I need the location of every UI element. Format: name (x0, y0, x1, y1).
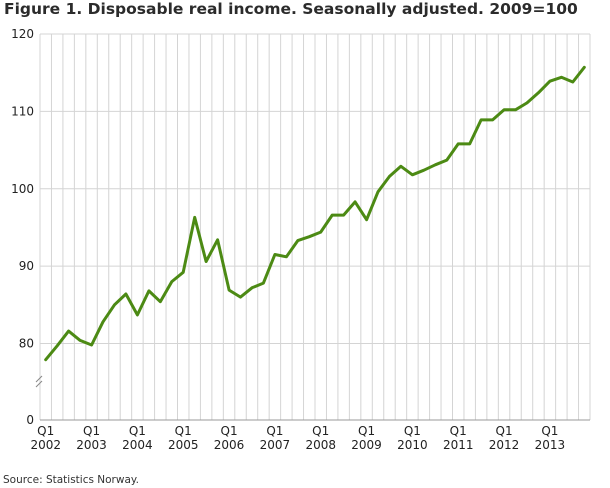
x-tick-quarter-label: Q1 (404, 424, 421, 438)
data-point (101, 320, 105, 324)
x-tick-year-label: 2011 (443, 438, 474, 452)
data-point (479, 118, 483, 122)
x-tick-quarter-label: Q1 (37, 424, 54, 438)
series-line (44, 65, 586, 362)
data-point (411, 173, 414, 177)
x-tick-year-label: 2005 (168, 438, 199, 452)
y-tick-label: 120 (11, 27, 34, 41)
x-tick-year-label: 2010 (397, 438, 428, 452)
axes (35, 375, 590, 421)
data-point (342, 213, 345, 217)
x-tick-quarter-label: Q1 (358, 424, 375, 438)
x-tick-year-label: 2003 (76, 438, 107, 452)
data-point (537, 91, 540, 95)
y-tick-label: 80 (19, 337, 34, 351)
data-point (67, 329, 70, 333)
data-point (113, 303, 116, 307)
x-tick-quarter-label: Q1 (129, 424, 146, 438)
y-tick-labels: 0 80 90 100 110 120 (11, 27, 34, 427)
data-point (468, 142, 471, 146)
x-tick-quarter-label: Q1 (496, 424, 513, 438)
y-tick-label: 100 (11, 182, 34, 196)
data-point (376, 190, 380, 194)
horizontal-gridlines (40, 33, 590, 344)
data-point (216, 238, 219, 242)
data-point (365, 218, 368, 221)
x-tick-year-label: 2013 (535, 438, 566, 452)
x-tick-year-label: 2007 (260, 438, 291, 452)
data-point (285, 255, 288, 259)
data-point (193, 216, 196, 219)
x-tick-year-label: 2002 (30, 438, 61, 452)
x-tick-year-label: 2012 (489, 438, 520, 452)
x-tick-quarter-label: Q1 (450, 424, 467, 438)
data-point (78, 339, 82, 342)
data-point (147, 289, 151, 293)
data-point (525, 101, 529, 105)
data-point (227, 288, 231, 292)
x-tick-year-label: 2004 (122, 438, 153, 452)
data-point (159, 300, 162, 303)
data-point (308, 235, 311, 238)
source-note: Source: Statistics Norway. (3, 474, 139, 486)
x-tick-quarter-label: Q1 (221, 424, 238, 438)
x-tick-quarter-label: Q1 (175, 424, 192, 438)
x-tick-year-label: 2006 (214, 438, 245, 452)
data-point (502, 108, 506, 112)
data-point (422, 168, 426, 172)
vertical-gridlines (39, 34, 591, 420)
data-point (457, 142, 460, 146)
x-tick-quarter-label: Q1 (266, 424, 283, 438)
axis-break-mark (35, 375, 43, 388)
data-point (434, 163, 437, 166)
data-point (204, 260, 208, 263)
data-point (491, 118, 494, 122)
chart-title: Figure 1. Disposable real income. Season… (4, 0, 578, 18)
data-point (388, 175, 391, 178)
y-tick-label: 0 (26, 413, 34, 427)
x-tick-year-label: 2009 (351, 438, 382, 452)
x-tick-quarter-label: Q1 (312, 424, 329, 438)
data-point (55, 344, 59, 348)
data-point (273, 253, 277, 256)
data-point (44, 358, 47, 361)
data-point (353, 200, 357, 204)
data-point (548, 79, 552, 83)
data-point (239, 295, 242, 299)
x-tick-quarter-label: Q1 (83, 424, 100, 438)
data-point (182, 271, 185, 274)
data-point (319, 230, 322, 234)
x-tick-year-label: 2008 (305, 438, 336, 452)
data-point (330, 213, 334, 217)
data-point (296, 239, 300, 242)
data-point (399, 165, 403, 168)
data-point (262, 281, 265, 285)
series-disposable-real-income (44, 65, 586, 362)
y-tick-label: 90 (19, 259, 34, 273)
data-point (90, 343, 93, 347)
data-point (583, 66, 586, 69)
data-point (136, 313, 139, 317)
data-point (560, 76, 563, 79)
data-point (250, 286, 254, 289)
y-tick-label: 110 (11, 104, 34, 118)
data-point (170, 280, 173, 283)
data-point (514, 108, 517, 112)
data-point (445, 158, 448, 162)
x-tick-quarter-label: Q1 (541, 424, 558, 438)
data-point (124, 292, 128, 296)
x-tick-labels: Q12002Q12003Q12004Q12005Q12006Q12007Q120… (30, 424, 565, 452)
data-point (571, 80, 575, 84)
